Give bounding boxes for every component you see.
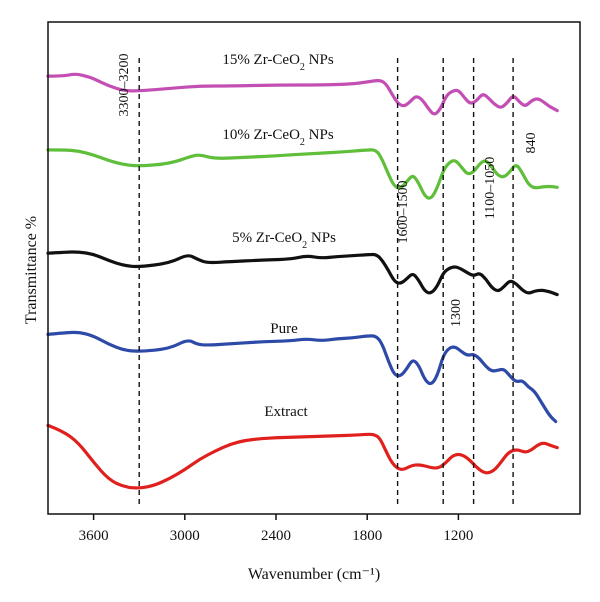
series-line-2 [46, 250, 559, 297]
series-line-1 [46, 148, 559, 200]
x-tick-label-1: 3000 [170, 528, 200, 544]
x-axis-ticks: 3600 3000 2400 1800 1200 [79, 514, 473, 544]
series-line-0 [46, 72, 559, 116]
series-label-3: Pure [270, 321, 298, 337]
x-axis-title: Wavenumber (cm⁻¹) [248, 566, 380, 583]
x-tick-label-3: 1800 [352, 528, 382, 544]
x-tick-label-0: 3600 [79, 528, 109, 544]
plot-frame [47, 21, 581, 515]
reference-label-2: 1300 [449, 299, 464, 327]
reference-label-3: 1100–1050 [483, 157, 498, 219]
series-label-4: Extract [264, 404, 308, 420]
series-labels: 15% Zr-CeO2 NPs 10% Zr-CeO2 NPs 5% Zr-CeO2… [222, 52, 336, 420]
series-line-3 [46, 330, 558, 424]
series-label-2: 5% Zr-CeO2 NPs [232, 230, 336, 251]
reference-label-4: 840 [524, 133, 539, 154]
series-line-4 [46, 423, 559, 490]
x-tick-label-2: 2400 [261, 528, 291, 544]
reference-lines: 3300–3200 1600–1500 1300 1100–1050 840 [117, 54, 539, 504]
x-tick-label-4: 1200 [443, 528, 473, 544]
series-label-1: 10% Zr-CeO2 NPs [222, 127, 334, 148]
y-axis-title: Transmittance % [23, 216, 40, 324]
series-label-0: 15% Zr-CeO2 NPs [222, 52, 334, 73]
reference-label-0: 3300–3200 [117, 54, 132, 117]
series-layer [46, 72, 559, 490]
reference-label-1: 1600–1500 [396, 181, 411, 244]
